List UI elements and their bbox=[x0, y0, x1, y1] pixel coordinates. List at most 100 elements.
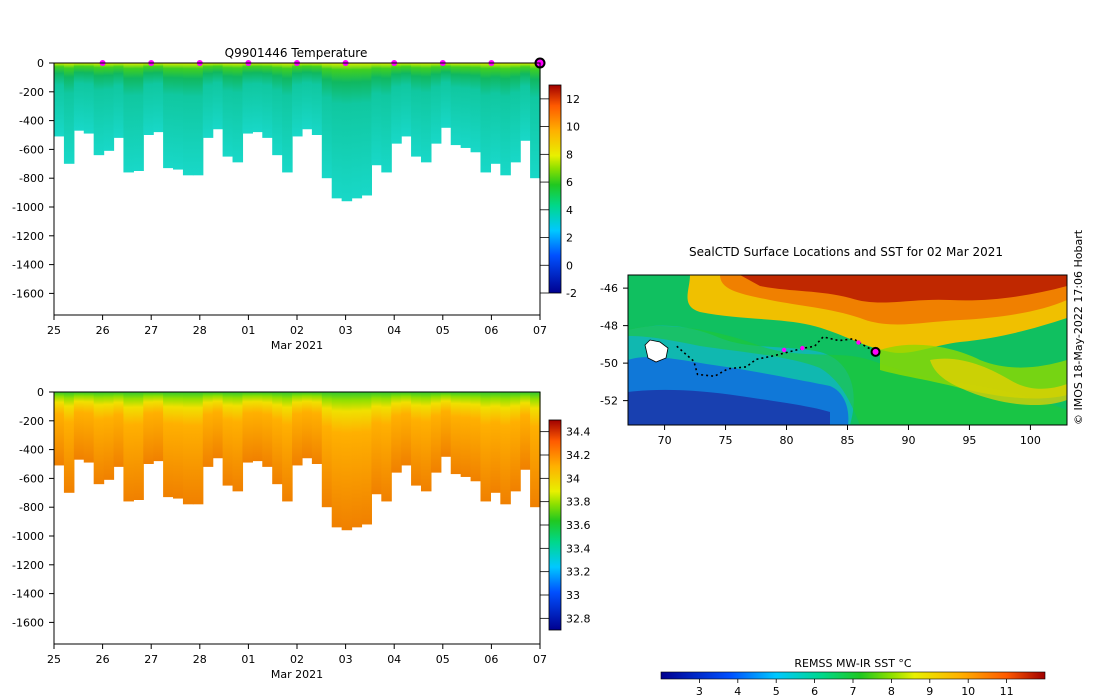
colorbar-tick-label: 8 bbox=[566, 148, 573, 161]
map-latitude-ticks: -46 -48 -50 -52 bbox=[600, 282, 628, 408]
y-tick-label: -400 bbox=[19, 444, 44, 457]
salinity-x-label: Mar 2021 bbox=[271, 668, 323, 681]
profile-column bbox=[182, 63, 194, 176]
x-tick-label: 03 bbox=[339, 324, 353, 337]
colorbar-tick-label: 12 bbox=[566, 93, 580, 106]
profile-column bbox=[83, 63, 95, 134]
profile-column bbox=[153, 392, 164, 462]
colorbar-tick-label: -2 bbox=[566, 287, 577, 300]
sst-colorbar-tick-label: 3 bbox=[696, 685, 703, 698]
profile-column bbox=[301, 392, 313, 459]
profile-column bbox=[93, 63, 105, 156]
profile-column bbox=[83, 392, 95, 463]
profile-column bbox=[282, 63, 293, 173]
profile-column bbox=[371, 392, 382, 495]
y-tick-label: -600 bbox=[19, 472, 44, 485]
profile-column bbox=[113, 63, 125, 138]
profile-column bbox=[530, 63, 541, 179]
profile-column bbox=[103, 63, 115, 151]
y-tick-label: -1600 bbox=[12, 287, 44, 300]
map-x-tick-label: 80 bbox=[780, 434, 794, 447]
x-tick-label: 27 bbox=[144, 324, 158, 337]
sst-colorbar-tick-label: 4 bbox=[734, 685, 741, 698]
colorbar-tick-label: 2 bbox=[566, 232, 573, 245]
profile-column bbox=[311, 63, 323, 135]
salinity-colorbar bbox=[548, 419, 562, 631]
x-tick-label: 06 bbox=[484, 324, 498, 337]
profile-column bbox=[460, 392, 472, 477]
x-tick-label: 28 bbox=[193, 653, 207, 666]
y-tick-label: 0 bbox=[37, 386, 44, 399]
profile-column bbox=[401, 392, 412, 466]
x-tick-label: 01 bbox=[241, 653, 255, 666]
profile-column bbox=[212, 392, 224, 459]
profile-column bbox=[311, 392, 323, 464]
sst-colorbar-tick-label: 6 bbox=[811, 685, 818, 698]
sst-colorbar-tick-label: 10 bbox=[961, 685, 975, 698]
profile-column bbox=[272, 392, 283, 485]
x-tick-label: 05 bbox=[436, 653, 450, 666]
temperature-title: Q9901446 Temperature bbox=[225, 46, 368, 60]
x-tick-label: 02 bbox=[290, 324, 304, 337]
map-x-tick-label: 75 bbox=[719, 434, 733, 447]
sst-map-panel: SealCTD Surface Locations and SST for 02… bbox=[600, 245, 1068, 698]
x-tick-label: 04 bbox=[387, 653, 401, 666]
x-tick-label: 26 bbox=[96, 653, 110, 666]
map-y-tick-label: -52 bbox=[600, 395, 618, 408]
colorbar-tick-label: 4 bbox=[566, 204, 573, 217]
map-title: SealCTD Surface Locations and SST for 02… bbox=[689, 245, 1003, 259]
profile-column bbox=[480, 63, 492, 173]
profile-column bbox=[530, 392, 541, 508]
profile-column bbox=[192, 63, 204, 176]
profile-column bbox=[143, 392, 154, 464]
profile-column bbox=[123, 63, 134, 173]
colorbar-tick-label: 33.2 bbox=[566, 566, 591, 579]
seal-track bbox=[676, 335, 881, 378]
profile-column bbox=[192, 392, 204, 505]
profile-column bbox=[292, 63, 303, 137]
profile-column bbox=[371, 63, 382, 166]
profile-column bbox=[411, 63, 422, 157]
profile-column bbox=[54, 392, 65, 466]
profile-column bbox=[361, 63, 372, 196]
profile-column bbox=[202, 63, 214, 138]
temperature-panel: Q9901446 Temperature 0 -200 -400 -600 -800 -1… bbox=[12, 46, 580, 352]
profile-column bbox=[510, 392, 521, 492]
y-tick-label: -200 bbox=[19, 415, 44, 428]
y-tick-label: -1200 bbox=[12, 559, 44, 572]
profile-column bbox=[163, 63, 174, 169]
sst-colorbar-ticks: 3 4 5 6 7 8 9 10 11 bbox=[696, 679, 1014, 698]
temperature-colorbar-ticks: 12 10 8 6 4 2 0 -2 bbox=[540, 93, 580, 300]
profile-column bbox=[361, 392, 372, 525]
profile-column bbox=[93, 392, 105, 485]
profile-column bbox=[222, 392, 234, 486]
profile-column bbox=[282, 392, 293, 502]
profile-column bbox=[321, 392, 333, 508]
map-x-tick-label: 100 bbox=[1020, 434, 1041, 447]
x-tick-label: 02 bbox=[290, 653, 304, 666]
profile-column bbox=[202, 392, 214, 467]
profile-column bbox=[73, 63, 85, 131]
profile-column bbox=[123, 392, 134, 502]
y-tick-label: -1000 bbox=[12, 530, 44, 543]
salinity-y-ticks: 0 -200 -400 -600 -800 -1000 -1200 -1400 -1600 bbox=[12, 386, 54, 629]
y-tick-label: -1400 bbox=[12, 259, 44, 272]
profile-column bbox=[222, 63, 234, 157]
x-tick-label: 01 bbox=[241, 324, 255, 337]
profile-column bbox=[292, 392, 303, 466]
profile-column bbox=[331, 392, 343, 528]
profile-column bbox=[262, 63, 273, 138]
sst-colorbar bbox=[660, 671, 1046, 680]
credit-text: © IMOS 18-May-2022 17:06 Hobart bbox=[1072, 229, 1085, 425]
profile-column bbox=[351, 392, 363, 528]
sst-colorbar-tick-label: 11 bbox=[1000, 685, 1014, 698]
profile-column bbox=[450, 392, 462, 475]
profile-column bbox=[490, 63, 501, 164]
x-tick-label: 06 bbox=[484, 653, 498, 666]
sst-colorbar-title: REMSS MW-IR SST °C bbox=[794, 657, 912, 670]
profile-column bbox=[520, 63, 531, 141]
colorbar-tick-label: 33.8 bbox=[566, 496, 591, 509]
y-tick-label: 0 bbox=[37, 57, 44, 70]
map-x-tick-label: 85 bbox=[841, 434, 855, 447]
map-longitude-ticks: 70 75 80 85 90 95 100 bbox=[658, 425, 1041, 447]
